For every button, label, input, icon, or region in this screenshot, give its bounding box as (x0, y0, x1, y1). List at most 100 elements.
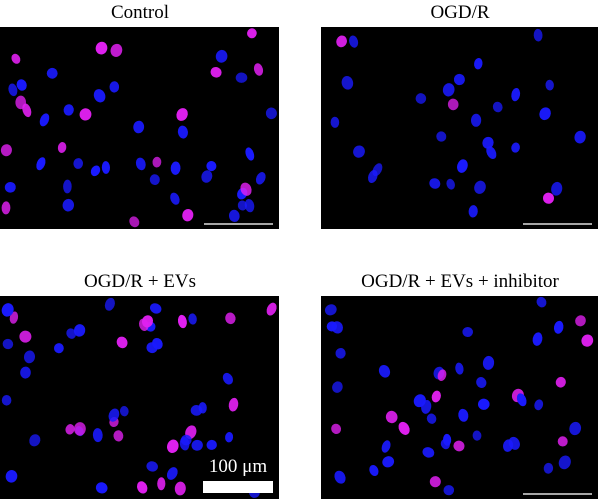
nucleus (446, 178, 455, 190)
scale-bar (203, 481, 273, 493)
nucleus (36, 157, 46, 171)
nucleus (225, 312, 236, 325)
nucleus (116, 336, 128, 349)
nucleus (191, 439, 203, 451)
nucleus (453, 73, 465, 86)
nucleus (53, 343, 64, 354)
nucleus (136, 481, 148, 494)
nucleus (335, 348, 346, 359)
nucleus (166, 467, 178, 480)
nucleus (9, 311, 19, 324)
nucleus (482, 136, 494, 149)
nucleus (332, 381, 343, 393)
nucleus (206, 161, 217, 172)
nucleus (22, 103, 32, 118)
nucleus (421, 399, 432, 414)
nucleus (201, 170, 213, 183)
nucleus (66, 328, 77, 339)
nucleus (442, 433, 452, 446)
nucleus (336, 35, 347, 48)
micrograph (0, 296, 279, 499)
nucleus (8, 83, 18, 97)
nucleus (157, 477, 166, 491)
nucleus (472, 430, 482, 441)
nucleus (341, 75, 354, 90)
nucleus (135, 157, 146, 171)
nucleus (558, 455, 571, 470)
panel-title: Control (111, 2, 169, 23)
nucleus (141, 315, 154, 328)
nucleus (188, 313, 197, 325)
nucleus (129, 216, 140, 228)
nucleus (110, 43, 123, 57)
nucleus (170, 161, 181, 175)
nucleus (462, 326, 473, 338)
nucleus (170, 192, 180, 205)
nucleus (237, 200, 248, 211)
nucleus (486, 146, 497, 159)
nucleus (378, 364, 391, 378)
nucleus (255, 172, 266, 185)
nucleus (436, 131, 447, 142)
nucleus (152, 156, 162, 168)
nucleus (330, 116, 340, 128)
nucleus (206, 439, 217, 450)
nucleus (176, 108, 188, 121)
nucleus (479, 399, 490, 410)
nucleus (119, 406, 129, 417)
nucleus (90, 165, 101, 177)
nucleus (474, 180, 486, 194)
nucleus (1, 201, 11, 215)
nucleus (474, 58, 483, 70)
nucleus (543, 462, 554, 474)
nucleus (443, 485, 455, 496)
nucleus (266, 302, 277, 316)
nucleus (19, 330, 32, 343)
nucleus (57, 142, 67, 153)
nucleus (442, 83, 455, 97)
nucleus (228, 397, 239, 412)
nucleus (182, 209, 194, 222)
nucleus (113, 430, 124, 442)
nucleus (23, 350, 36, 364)
nucleus (93, 89, 106, 103)
nucleus (516, 393, 527, 407)
nucleus (382, 456, 395, 468)
nucleus (453, 440, 465, 452)
nucleus (458, 408, 469, 422)
nucleus (385, 410, 398, 424)
nucleus (539, 107, 551, 121)
nucleus (429, 476, 441, 488)
nucleus (149, 303, 162, 314)
nucleus (104, 297, 115, 311)
panel-title: OGD/R + EVs + inhibitor (361, 271, 559, 292)
nucleus (398, 421, 410, 435)
nucleus (73, 324, 86, 337)
nucleus (545, 79, 554, 91)
nucleus (431, 390, 441, 403)
nucleus (457, 159, 468, 173)
nucleus (62, 198, 75, 212)
nucleus (326, 321, 338, 332)
nucleus (553, 320, 564, 334)
nucleus (482, 355, 495, 370)
nucleus (1, 303, 14, 317)
nucleus (240, 182, 252, 196)
nucleus (557, 436, 568, 447)
nucleus (511, 142, 520, 153)
nucleus (426, 413, 437, 424)
nucleus (468, 205, 478, 218)
nucleus (95, 41, 108, 55)
panel-title: OGD/R + EVs (84, 271, 196, 292)
nucleus (422, 447, 435, 458)
nucleus (575, 315, 586, 327)
nucleus (476, 376, 487, 389)
nucleus (542, 192, 555, 204)
nucleus (228, 209, 240, 222)
nucleus (574, 130, 586, 144)
nucleus (447, 98, 459, 111)
nucleus (5, 470, 18, 483)
nucleus (198, 402, 207, 414)
nucleus (210, 67, 222, 78)
